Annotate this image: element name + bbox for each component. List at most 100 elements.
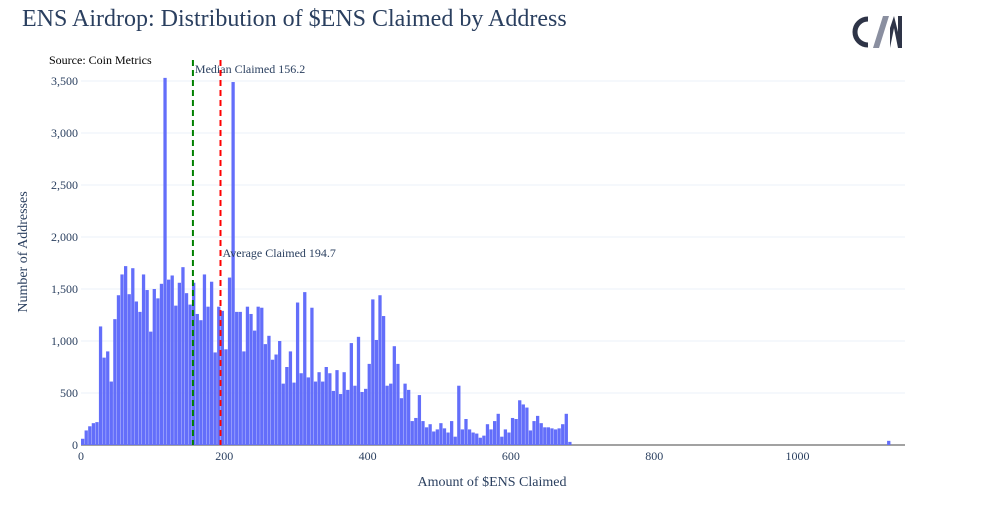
histogram-bar [256, 306, 260, 445]
histogram-bar [561, 424, 565, 445]
histogram-bar [346, 389, 350, 445]
histogram-bar [457, 385, 461, 445]
histogram-bar [306, 377, 310, 445]
histogram-bar [528, 430, 533, 445]
histogram-bar [464, 419, 468, 445]
histogram-bar [313, 381, 318, 445]
histogram-bar [553, 429, 558, 445]
histogram-bar [417, 395, 422, 445]
histogram-bar [263, 344, 267, 445]
histogram-bar [543, 427, 547, 445]
histogram-bar [374, 339, 379, 445]
histogram-bar [95, 422, 99, 445]
histogram-bar [478, 437, 482, 445]
histogram-bar [550, 428, 554, 445]
histogram-bar [525, 407, 529, 445]
x-tick-label: 800 [645, 449, 663, 463]
histogram-bar [507, 432, 511, 445]
histogram-bar [163, 77, 167, 445]
histogram-bar [489, 429, 493, 445]
y-tick-label: 3,000 [51, 126, 78, 140]
histogram-bar [116, 295, 121, 445]
histogram-bar [267, 335, 271, 445]
histogram-bar [285, 367, 289, 445]
histogram-bar [539, 423, 543, 445]
histogram-bar [349, 343, 353, 445]
x-tick-label: 600 [502, 449, 520, 463]
histogram-bar [331, 390, 336, 445]
histogram-bar [270, 359, 275, 445]
histogram-bar [249, 313, 253, 445]
histogram-bar [209, 281, 214, 445]
logo-letter-m [886, 16, 902, 48]
histogram-bar [81, 438, 85, 445]
histogram-bar [460, 429, 465, 445]
histogram-bar [131, 268, 135, 445]
histogram-bar [149, 331, 153, 445]
histogram-bar [113, 319, 117, 445]
histogram-bar [231, 82, 235, 445]
histogram-bar [446, 432, 450, 445]
histogram-bar [435, 429, 439, 445]
histogram-bar [213, 352, 217, 445]
histogram-bar [156, 298, 160, 445]
histogram-bar [166, 279, 171, 445]
histogram-bar [102, 357, 106, 445]
histogram-bar [389, 383, 393, 445]
histogram-bar [84, 430, 88, 445]
histogram-bar [414, 417, 418, 445]
histogram-bar [564, 413, 568, 445]
histogram-bar [274, 354, 278, 445]
logo-letter-c [852, 16, 869, 48]
histogram-bar [353, 385, 357, 445]
histogram-bar [503, 429, 508, 445]
logo-slash [873, 16, 889, 48]
y-tick-label: 1,500 [51, 282, 78, 296]
histogram-bar [288, 351, 293, 445]
histogram-bar [242, 351, 246, 445]
histogram-bar [177, 282, 182, 445]
histogram-bar [421, 421, 425, 445]
histogram-bar [224, 349, 228, 445]
y-tick-label: 2,500 [51, 178, 78, 192]
y-tick-label: 2,000 [51, 230, 78, 244]
y-axis-ticks: 0 500 1,000 1,500 2,000 2,500 3,000 3,500 [51, 74, 78, 452]
histogram-bar [392, 346, 396, 445]
histogram-bar [432, 431, 436, 445]
reference-lines: Median Claimed 156.2 Average Claimed 194.… [191, 60, 336, 445]
histogram-bar [310, 307, 314, 445]
histogram-bar [202, 274, 207, 445]
histogram-bar [184, 293, 189, 445]
histogram-bar [238, 311, 242, 445]
histogram-bar [399, 398, 404, 445]
histogram-bar [510, 417, 515, 445]
histogram-bar [278, 341, 282, 445]
x-tick-label: 200 [215, 449, 233, 463]
y-tick-label: 3,500 [51, 74, 78, 88]
histogram-bar [428, 424, 432, 445]
histogram-bar [493, 421, 497, 445]
histogram-bar [475, 433, 479, 445]
histogram-bar [485, 424, 490, 445]
histogram-bar [371, 299, 375, 445]
y-tick-label: 1,000 [51, 334, 78, 348]
histogram-bar [450, 421, 454, 445]
histogram-bar [342, 372, 346, 445]
histogram-bar [367, 363, 371, 445]
histogram-bar [145, 290, 149, 445]
bar-layer [81, 77, 891, 445]
histogram-bar [120, 274, 124, 445]
histogram-bar [439, 423, 443, 445]
grid-layer [81, 80, 905, 446]
histogram-bar [260, 307, 264, 445]
histogram-bar [514, 419, 518, 445]
histogram-bar [532, 421, 536, 445]
coin-metrics-logo [852, 16, 902, 48]
histogram-bar [292, 382, 296, 445]
histogram-bar [227, 277, 232, 445]
source-note: Source: Coin Metrics [49, 53, 152, 67]
histogram-bar [403, 383, 407, 445]
histogram-bar [220, 310, 225, 445]
x-tick-label: 1000 [786, 449, 810, 463]
